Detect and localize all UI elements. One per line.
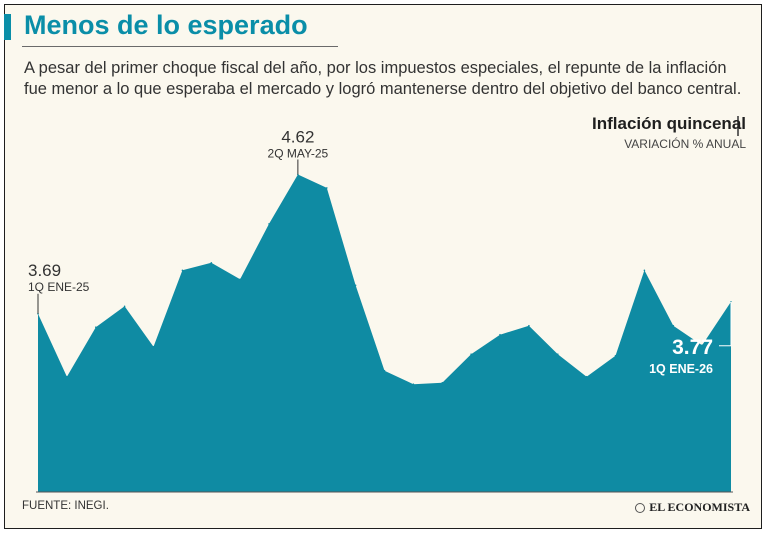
legend-title: Inflación quincenal (592, 114, 746, 133)
data-point (672, 324, 675, 327)
series-area-inflacion (38, 174, 731, 492)
brand-logo: EL ECONOMISTA (635, 500, 750, 515)
annotation-value: 3.69 (28, 261, 61, 280)
data-point (123, 305, 126, 308)
data-point (383, 369, 386, 372)
data-point (499, 333, 501, 336)
brand-name: EL ECONOMISTA (649, 500, 750, 514)
data-point (614, 354, 617, 357)
title-underline (22, 46, 338, 47)
data-point (528, 324, 530, 327)
chart-subtitle: A pesar del primer choque fiscal del año… (24, 59, 742, 98)
data-point (181, 269, 184, 272)
data-point (268, 223, 270, 225)
legend-subtitle: VARIACIÓN % ANUAL (624, 137, 746, 151)
data-point (470, 353, 472, 356)
data-point (95, 326, 97, 329)
data-point (210, 262, 213, 264)
data-point (326, 187, 328, 189)
annotation-label: 2Q MAY-25 (268, 146, 329, 160)
annotation-value: 4.62 (281, 127, 314, 146)
page-title: Menos de lo esperado (24, 10, 308, 40)
data-point (557, 353, 559, 356)
brand-icon (635, 502, 646, 513)
data-point (585, 375, 588, 378)
title-accent-bar (4, 14, 11, 40)
data-point (354, 284, 357, 287)
data-point (441, 381, 444, 384)
data-point (701, 344, 703, 347)
data-point (152, 345, 155, 348)
source-note: FUENTE: INEGI. (22, 500, 109, 512)
data-point (643, 269, 646, 272)
data-point (66, 375, 68, 378)
annotation-label: 1Q ENE-26 (649, 362, 713, 376)
annotation-label: 1Q ENE-25 (28, 280, 90, 294)
data-point (239, 278, 241, 281)
annotation-value: 3.77 (672, 336, 713, 359)
data-point (412, 383, 415, 386)
